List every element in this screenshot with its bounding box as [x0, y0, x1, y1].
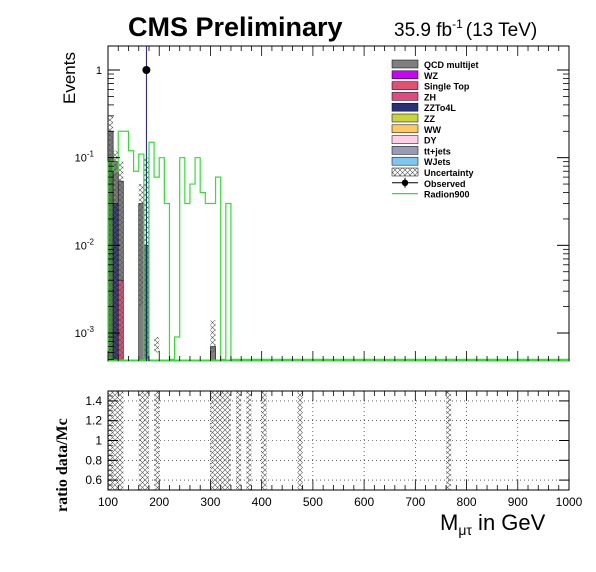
y-tick-base-2: 10	[75, 240, 87, 252]
experiment-label: CMS Preliminary	[128, 12, 343, 42]
ratio-uncertainty-band-4	[236, 391, 242, 490]
x-tick-label-9: 1000	[556, 495, 583, 509]
legend-label-0: QCD multijet	[424, 60, 479, 70]
legend-swatch-1	[391, 70, 419, 80]
signal-line	[107, 130, 569, 361]
uncertainty-bin-5	[154, 337, 160, 353]
legend-swatch-3	[391, 92, 419, 101]
y-tick-label-1: 10-1	[75, 150, 95, 165]
legend-swatch-2	[391, 81, 419, 90]
legend-label-4: ZZTo4L	[424, 103, 456, 113]
y-axis-ticks-main: 110-110-210-3	[75, 65, 569, 360]
ratio-uncertainty-band-8	[446, 391, 452, 490]
y-tick-label-2: 10-2	[75, 237, 95, 252]
legend-swatch-4	[391, 102, 419, 112]
observed-data	[142, 46, 151, 361]
ratio-uncertainty-band-6	[261, 391, 267, 490]
legend-label-10: Uncertainty	[424, 168, 474, 178]
y-tick-exp-3: -3	[87, 325, 95, 334]
uncertainty-bin-3	[138, 184, 144, 307]
y-tick-base-3: 10	[75, 328, 87, 340]
y-axis-ticks-ratio: 0.6 0.8 1 1.2 1.4	[85, 394, 569, 487]
legend-swatch-9	[391, 156, 419, 166]
x-tick-label-8: 900	[508, 495, 528, 509]
observed-point-0	[142, 66, 151, 74]
lumi-energy: (13 TeV)	[466, 20, 537, 41]
x-tick-label-0: 100	[98, 495, 118, 509]
ratio-y-tick-label-4: 1.4	[85, 394, 102, 408]
background-stack	[107, 130, 216, 362]
y-tick-label-0: 1	[96, 65, 102, 77]
legend-label-11: Observed	[424, 179, 466, 189]
luminosity-label: 35.9 fb-1 (13 TeV)	[394, 17, 537, 41]
ratio-uncertainty-band-7	[297, 391, 303, 490]
x-axis-title-sub: μτ	[458, 522, 472, 538]
ratio-plot-frame	[107, 390, 570, 491]
y-tick-base-1: 10	[75, 153, 87, 165]
legend-marker-11	[401, 179, 409, 186]
ratio-uncertainty-band-1	[138, 391, 149, 490]
uncertainty-hatch-main	[108, 115, 216, 360]
x-tick-label-7: 800	[457, 495, 477, 509]
x-axis-title-main: M	[440, 510, 458, 535]
lumi-value: 35.9 fb	[394, 20, 452, 41]
legend-label-9: WJets	[424, 157, 451, 167]
legend-label-7: DY	[424, 136, 437, 146]
y-axis-title-ratio: ratio data/Mc	[54, 418, 71, 512]
ratio-grid	[108, 391, 569, 490]
uncertainty-bin-6	[210, 320, 216, 353]
legend-label-5: ZZ	[424, 114, 435, 124]
uncertainty-bin-0	[108, 115, 114, 360]
ratio-uncertainty-band-3	[210, 391, 231, 490]
x-tick-label-3: 400	[252, 495, 272, 509]
lumi-exponent: -1	[452, 17, 463, 31]
signal-histogram	[107, 130, 569, 362]
uncertainty-bin-1	[113, 150, 119, 360]
x-tick-label-5: 600	[354, 495, 374, 509]
legend-swatch-7	[391, 135, 419, 144]
y-axis-title-main: Events	[60, 52, 79, 104]
x-axis-ticks-ratio: 100 200 300 400 500 600 700 800 900 1000	[98, 391, 583, 509]
legend-label-1: WZ	[424, 71, 438, 81]
ratio-y-tick-label-0: 0.6	[85, 473, 102, 487]
x-tick-label-6: 700	[405, 495, 425, 509]
legend-label-12: Radion900	[424, 190, 470, 200]
legend-swatch-8	[391, 146, 419, 155]
legend-label-2: Single Top	[424, 82, 470, 92]
x-tick-label-2: 300	[200, 495, 220, 509]
ratio-panel: 0.6 0.8 1 1.2 1.4 100 200 300 400 500 600 700 800 90…	[85, 390, 583, 509]
ratio-uncertainty-band-5	[246, 391, 252, 490]
legend-label-8: tt+jets	[424, 146, 451, 156]
x-axis-ticks-main	[107, 46, 570, 361]
y-tick-label-3: 10-3	[75, 325, 95, 340]
x-tick-label-1: 200	[149, 495, 169, 509]
legend-swatch-0	[391, 59, 419, 69]
legend-swatch-6	[391, 124, 419, 134]
main-plot-frame	[107, 45, 570, 362]
legend-swatch-5	[391, 113, 419, 123]
legend-label-6: WW	[424, 125, 441, 135]
uncertainty-bin-2	[118, 161, 124, 360]
legend-swatch-10	[391, 167, 419, 177]
x-axis-title: Mμτ in GeV	[440, 510, 546, 538]
ratio-y-tick-label-1: 0.8	[85, 453, 102, 467]
ratio-uncertainty-band-2	[154, 391, 160, 490]
ratio-y-tick-label-3: 1.2	[85, 414, 102, 428]
y-tick-exp-2: -2	[87, 237, 95, 246]
legend-label-3: ZH	[424, 92, 436, 102]
x-axis-title-suffix: in GeV	[472, 510, 546, 535]
ratio-y-tick-label-2: 1	[95, 434, 102, 448]
y-tick-exp-1: -1	[87, 150, 95, 159]
x-tick-label-4: 500	[303, 495, 323, 509]
